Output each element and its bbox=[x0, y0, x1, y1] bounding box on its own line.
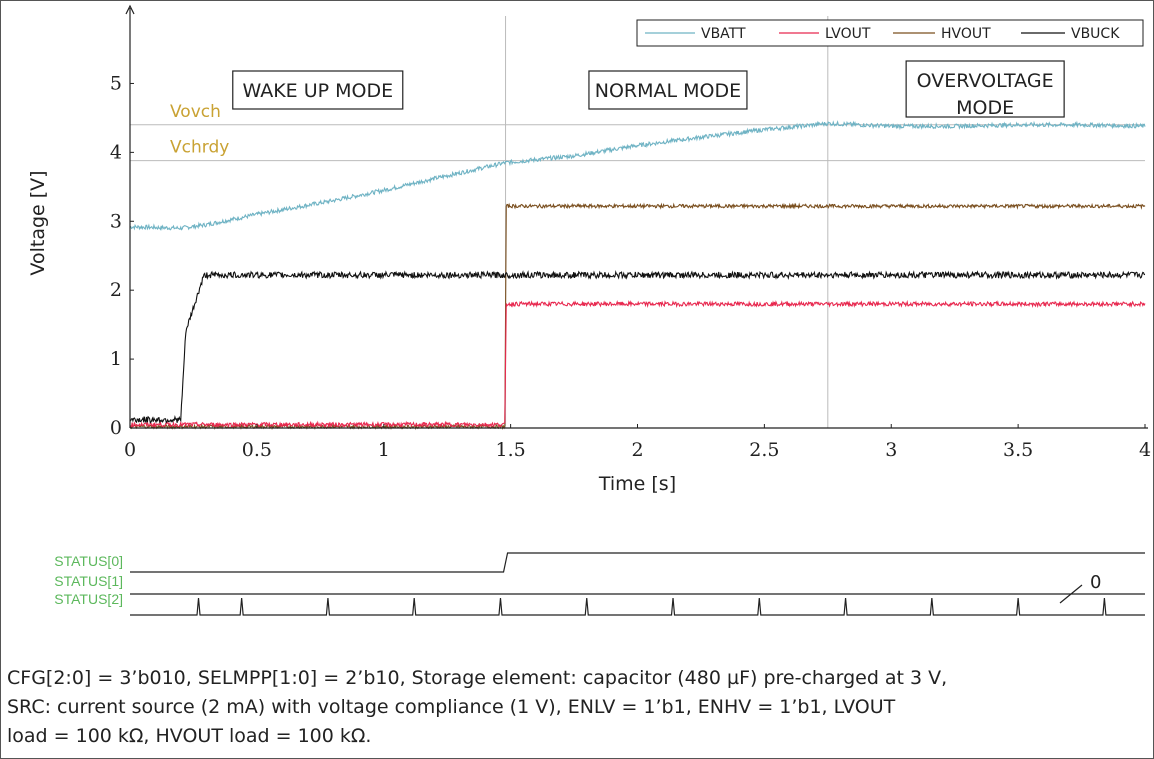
y-tick-label: 5 bbox=[110, 72, 122, 94]
legend-label-hvout: HVOUT bbox=[941, 26, 991, 42]
mode-box-1 bbox=[588, 70, 748, 110]
series-layer bbox=[129, 120, 1146, 431]
legend-label-vbuck: VBUCK bbox=[1071, 26, 1120, 42]
x-tick-label: 4 bbox=[1139, 439, 1151, 461]
label-layer: Vovch Vchrdy WAKE UP MODE NORMAL MODE OVERVO… bbox=[170, 60, 1065, 158]
series-line-lvout bbox=[129, 299, 1146, 429]
x-tick-label: 3 bbox=[885, 439, 897, 461]
y-tick-label: 3 bbox=[110, 210, 122, 232]
status-annotation: 0 bbox=[1090, 572, 1101, 593]
x-tick-label: 3.5 bbox=[1003, 439, 1033, 461]
y-tick-label: 0 bbox=[110, 417, 122, 439]
mode-box-2 bbox=[905, 60, 1065, 118]
y-tick-label: 2 bbox=[110, 279, 122, 301]
mode-label-0: WAKE UP MODE bbox=[242, 80, 393, 102]
legend-label-vbatt: VBATT bbox=[701, 26, 746, 42]
reference-label-vovch: Vovch bbox=[170, 102, 221, 122]
axes-layer: 0 0.5 1 1.5 2 2.5 3 3.5 4 0 1 2 3 4 5 Time [s] Voltage [… bbox=[27, 4, 1151, 495]
mode-box-0 bbox=[232, 70, 404, 110]
x-axis-title: Time [s] bbox=[598, 473, 676, 495]
status-signals: STATUS[0] STATUS[1] STATUS[2] 0 bbox=[54, 552, 1145, 616]
status-trace-0 bbox=[130, 552, 1145, 573]
status-annotation-slash bbox=[1059, 584, 1083, 604]
mode-label-1: NORMAL MODE bbox=[595, 80, 741, 102]
series-line-vbuck bbox=[129, 269, 1146, 424]
x-tick-label: 0 bbox=[124, 439, 136, 461]
y-tick-label: 4 bbox=[110, 141, 122, 163]
status-trace-2 bbox=[130, 597, 1145, 616]
x-tick-label: 2 bbox=[631, 439, 643, 461]
mode-label-2: OVERVOLTAGE bbox=[917, 70, 1054, 92]
x-tick-label: 1 bbox=[378, 439, 390, 461]
figure-caption: CFG[2:0] = 3’b010, SELMPP[1:0] = 2’b10, … bbox=[7, 664, 1147, 751]
x-tick-label: 0.5 bbox=[242, 439, 272, 461]
status-label-1: STATUS[1] bbox=[54, 573, 123, 589]
legend-label-lvout: LVOUT bbox=[825, 26, 871, 42]
mode-label-2: MODE bbox=[956, 97, 1014, 119]
legend: VBATT LVOUT HVOUT VBUCK bbox=[636, 19, 1144, 47]
x-tick-label: 1.5 bbox=[496, 439, 526, 461]
y-axis-arrow bbox=[125, 4, 135, 15]
series-line-vbatt bbox=[129, 120, 1146, 231]
reference-label-vchrdy: Vchrdy bbox=[170, 138, 229, 158]
y-tick-label: 1 bbox=[110, 348, 122, 370]
y-axis-title: Voltage [V] bbox=[27, 170, 49, 275]
caption-line-2: SRC: current source (2 mA) with voltage … bbox=[7, 696, 896, 718]
x-tick-label: 2.5 bbox=[749, 439, 779, 461]
status-label-2: STATUS[2] bbox=[54, 591, 123, 607]
caption-line-1: CFG[2:0] = 3’b010, SELMPP[1:0] = 2’b10, … bbox=[7, 667, 948, 689]
caption-line-3: load = 100 kΩ, HVOUT load = 100 kΩ. bbox=[7, 725, 372, 747]
series-line-hvout bbox=[129, 202, 1146, 431]
status-label-0: STATUS[0] bbox=[54, 553, 123, 569]
